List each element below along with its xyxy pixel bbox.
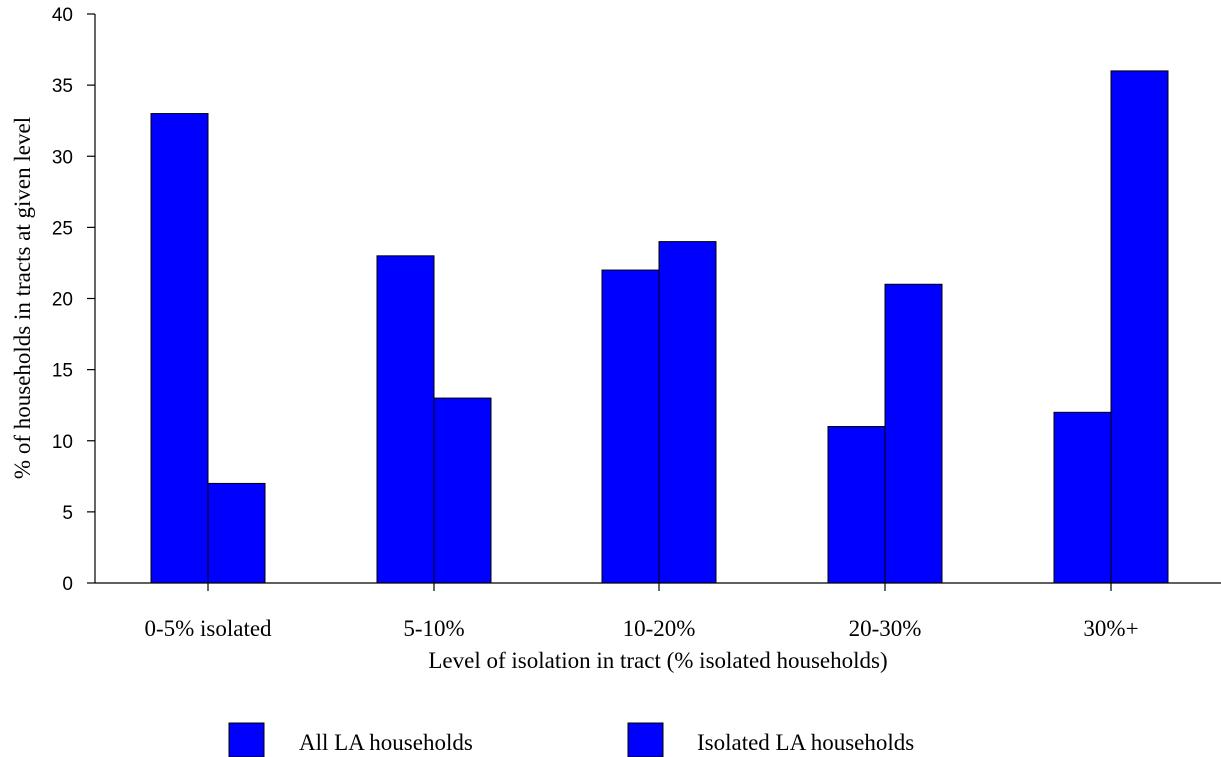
y-tick-label: 40	[52, 5, 73, 26]
legend-label: Isolated LA households	[697, 730, 914, 755]
bar-all-2	[601, 269, 660, 584]
bar-isolated-4	[1110, 70, 1169, 584]
x-tick-label: 10-20%	[623, 616, 696, 641]
x-tick-label: 20-30%	[849, 616, 922, 641]
legend-label: All LA households	[299, 730, 473, 755]
bar-all-3	[827, 426, 886, 584]
y-tick-label: 15	[52, 361, 73, 382]
x-axis-title: Level of isolation in tract (% isolated …	[428, 648, 887, 673]
y-axis-title: % of households in tracts at given level	[10, 117, 35, 479]
bar-all-0	[150, 113, 209, 584]
y-tick-label: 35	[52, 76, 73, 97]
legend-swatch	[228, 722, 265, 757]
bar-isolated-2	[658, 241, 717, 584]
y-tick-label: 30	[52, 147, 73, 168]
legend: All LA households Isolated LA households	[228, 722, 914, 757]
y-tick-label: 0	[62, 574, 73, 595]
y-tick-label: 20	[52, 290, 73, 311]
x-tick-label: 0-5% isolated	[144, 616, 272, 641]
y-tick-label: 25	[52, 218, 73, 239]
bar-all-4	[1053, 411, 1112, 584]
bar-isolated-3	[884, 283, 943, 584]
legend-swatch	[627, 722, 664, 757]
x-tick-label: 30%+	[1083, 616, 1138, 641]
y-tick-label: 5	[62, 503, 73, 524]
bar-isolated-0	[207, 482, 266, 584]
bar-isolated-1	[433, 397, 492, 584]
bar-all-1	[376, 255, 435, 584]
x-axis: 0-5% isolated 5-10% 10-20% 20-30% 30%+	[95, 582, 1221, 641]
bars	[150, 70, 1169, 584]
y-axis: 0 5 10 15 20 25 30 35 40	[52, 5, 96, 595]
x-tick-label: 5-10%	[403, 616, 464, 641]
y-tick-label: 10	[52, 432, 73, 453]
